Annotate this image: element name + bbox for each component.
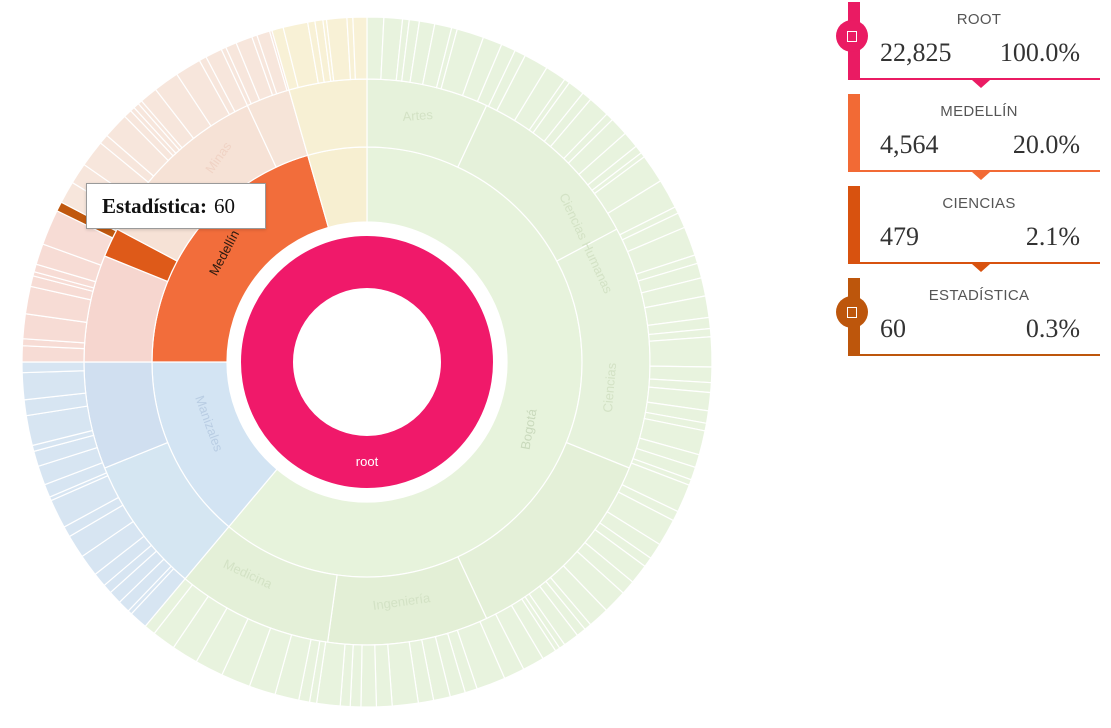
sunburst-chart: root Medellín Bogotá Manizales Ingenierí… bbox=[21, 16, 713, 708]
breadcrumb-ciencias[interactable]: CIENCIAS 479 2.1% bbox=[848, 186, 1100, 272]
crumb-count: 60 bbox=[880, 314, 906, 343]
breadcrumb-trail: ROOT 22,825 100.0% MEDELLÍN 4,564 20.0% … bbox=[836, 2, 1100, 370]
label-bogota: Bogotá bbox=[518, 407, 540, 451]
label-ciencias: Ciencias bbox=[600, 362, 619, 413]
crumb-name: CIENCIAS bbox=[942, 195, 1016, 212]
label-root: root bbox=[356, 454, 379, 469]
tooltip-name: Estadística: bbox=[102, 193, 207, 218]
square-icon[interactable] bbox=[836, 20, 868, 52]
crumb-count: 4,564 bbox=[880, 130, 939, 159]
arc-program-palmira[interactable] bbox=[352, 16, 368, 80]
crumb-pct: 100.0% bbox=[999, 38, 1080, 67]
tooltip-value: 60 bbox=[214, 193, 235, 218]
crumb-pct: 0.3% bbox=[1025, 314, 1080, 343]
crumb-count: 22,825 bbox=[880, 38, 952, 67]
crumb-name: MEDELLÍN bbox=[940, 103, 1018, 120]
arc-root[interactable] bbox=[241, 236, 493, 488]
breadcrumb-medellin[interactable]: MEDELLÍN 4,564 20.0% bbox=[848, 94, 1100, 180]
breadcrumb-estadistica[interactable]: ESTADÍSTICA 60 0.3% bbox=[836, 278, 1100, 356]
breadcrumb-root[interactable]: ROOT 22,825 100.0% bbox=[836, 2, 1100, 88]
crumb-name: ESTADÍSTICA bbox=[928, 287, 1030, 304]
arc-program-manizales[interactable] bbox=[21, 361, 85, 374]
square-icon[interactable] bbox=[836, 296, 868, 328]
label-artes: Artes bbox=[402, 107, 434, 124]
crumb-pct: 20.0% bbox=[1012, 130, 1080, 159]
crumb-count: 479 bbox=[880, 222, 919, 251]
crumb-pct: 2.1% bbox=[1025, 222, 1080, 251]
tooltip: Estadística: 60 bbox=[86, 183, 266, 229]
arc-program-bogota[interactable] bbox=[648, 336, 713, 368]
arc-program-bogota[interactable] bbox=[360, 644, 378, 708]
sunburst-svg: root Medellín Bogotá Manizales Ingenierí… bbox=[21, 16, 713, 708]
crumb-name: ROOT bbox=[956, 11, 1002, 28]
